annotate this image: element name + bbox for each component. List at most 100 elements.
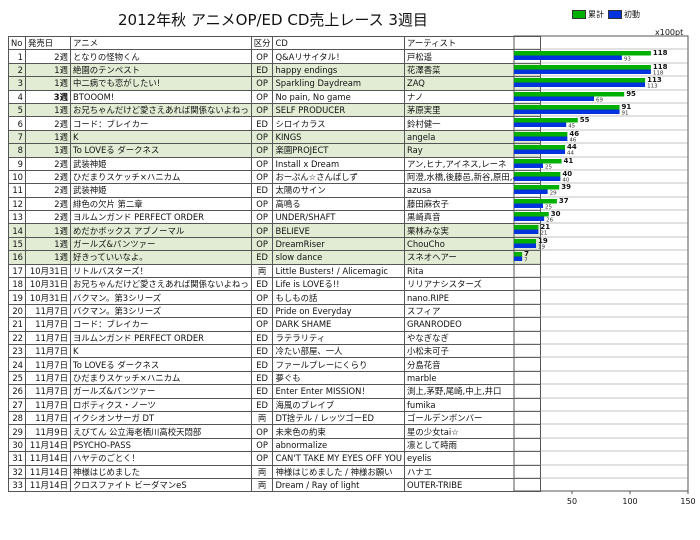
- bar-week: [514, 189, 548, 194]
- row-date: 1週: [25, 76, 71, 91]
- bar-total: [514, 252, 523, 257]
- bar-week-label: 93: [624, 57, 631, 63]
- header-type: 区分: [250, 35, 274, 51]
- row-date: 1週: [25, 129, 71, 145]
- table-row: 16 1週 好きっていいなよ。 ED slow dance スネオヘアー: [8, 250, 541, 265]
- bar-week: [514, 109, 620, 114]
- row-no: 5: [8, 102, 26, 118]
- bar-week-label: 69: [596, 98, 603, 104]
- table-row: 22 11月7日 ヨルムンガンド PERFECT ORDER ED ラテラリティ やなぎな…: [8, 330, 541, 345]
- bar-total-label: 7: [524, 250, 529, 258]
- row-no: 4: [8, 89, 26, 104]
- table-row: 3 1週 中二病でも恋がしたい! OP Sparkling Daydream ZAQ: [8, 76, 541, 91]
- row-type: ED: [250, 62, 274, 78]
- bar-total-label: 91: [622, 103, 632, 111]
- bar-total: [514, 92, 625, 97]
- table-row: 25 11月7日 ひだまりスケッチ×ハニカム ED 夢ぐも marble: [8, 370, 541, 386]
- bar-total: [514, 78, 646, 83]
- row-artist: ChouCho: [403, 236, 541, 252]
- row-cd: 楽園PROJECT: [272, 143, 405, 158]
- row-anime: クロスファイト ビーダマンeS: [70, 477, 252, 493]
- table-row: 1 2週 となりの怪物くん OP Q&Aリサイタル！ 戸松遥: [8, 49, 541, 64]
- bar-week-label: 25: [545, 205, 552, 211]
- bar-week-label: 91: [622, 111, 629, 117]
- table-row: 29 11月9日 えびてん 公立海老栖川高校天悶部 OP 未来色の約束 星の少女tai☆: [8, 424, 541, 439]
- bar-week: [514, 82, 646, 87]
- legend-total: 累計: [572, 9, 604, 20]
- bar-week-label: 25: [545, 165, 552, 171]
- row-no: 2: [8, 62, 26, 78]
- bar-total: [514, 212, 549, 217]
- table-row: 13 2週 ヨルムンガンド PERFECT ORDER OP UNDER/SHAFT 黒崎…: [8, 210, 541, 225]
- row-no: 7: [8, 129, 26, 145]
- bar-total-label: 55: [580, 116, 590, 124]
- table-row: 31 11月14日 ハヤテのごとく！ OP CAN'T TAKE MY EYES OFF…: [8, 451, 541, 466]
- bar-week: [514, 256, 523, 261]
- row-anime: お兄ちゃんだけど愛さえあれば関係ないよねっ: [70, 102, 252, 118]
- bar-total-label: 118: [653, 49, 668, 57]
- bar-total: [514, 239, 537, 244]
- bar-week: [514, 149, 566, 154]
- table-row: 23 11月7日 K ED 冷たい部屋、一人 小松未可子: [8, 343, 541, 359]
- table-row: 8 1週 To LOVEる ダークネス OP 楽園PROJECT Ray: [8, 143, 541, 158]
- row-date: 1週: [25, 223, 71, 238]
- row-artist: ナノ: [403, 89, 541, 104]
- table-row: 17 10月31日 リトルバスターズ！両 Little Busters! / Alic…: [8, 263, 541, 279]
- row-artist: スネオヘアー: [403, 250, 541, 265]
- row-cd: KINGS: [272, 129, 405, 145]
- row-date: 3週: [25, 89, 71, 104]
- table-row: 4 3週 BTOOOM! OP No pain, No game ナノ: [8, 89, 541, 104]
- bar-total-label: 41: [564, 157, 574, 165]
- bar-total-label: 30: [551, 210, 561, 218]
- row-type: OP: [250, 236, 274, 252]
- legend-total-label: 累計: [588, 10, 604, 19]
- bar-week-label: 7: [524, 258, 528, 264]
- ranking-table: No 発売日 アニメ 区分 CD アーティスト 1 2週 となりの怪物くん OP Q&A…: [8, 35, 541, 493]
- bar-total-label: 44: [567, 143, 577, 151]
- bar-week: [514, 203, 543, 208]
- bar-week: [514, 122, 567, 127]
- bar-week: [514, 69, 651, 74]
- bar-week-label: 45: [568, 124, 575, 130]
- table-row: 15 1週 ガールズ&パンツァー OP DreamRiser ChouCho: [8, 236, 541, 252]
- page-title: 2012年秋 アニメOP/ED CD売上レース 3週目: [118, 11, 428, 29]
- table-row: 33 11月14日 クロスファイト ビーダマンeS 両 Dream / Ray of l…: [8, 477, 541, 493]
- bar-total-label: 37: [559, 197, 569, 205]
- bar-total: [514, 51, 651, 56]
- bar-total: [514, 145, 566, 150]
- row-type: OP: [250, 223, 274, 238]
- bar-total: [514, 225, 539, 230]
- table-row: 19 10月31日 バクマン。第3シリーズ OP もしもの話 nano.RIPE: [8, 290, 541, 305]
- bar-week: [514, 163, 543, 168]
- bar-total: [514, 132, 568, 137]
- row-no: 15: [8, 236, 26, 252]
- bar-total-label: 39: [561, 183, 571, 191]
- table-row: 24 11月7日 To LOVEる ダークネス ED ファールプレーにくらり 分島花音: [8, 357, 541, 372]
- bar-week-label: 113: [647, 84, 658, 90]
- table-row: 26 11月7日 ガールズ&パンツァー ED Enter Enter MISSION！渕…: [8, 384, 541, 399]
- row-date: 1週: [25, 102, 71, 118]
- bar-week: [514, 243, 537, 248]
- legend-total-swatch: [572, 10, 586, 19]
- row-cd: Dream / Ray of light: [272, 477, 405, 493]
- table-row: 5 1週 お兄ちゃんだけど愛さえあれば関係ないよねっ OP SELF PRODUCER 茅…: [8, 102, 541, 118]
- row-cd: SELF PRODUCER: [272, 102, 405, 118]
- bar-total: [514, 185, 560, 190]
- bar-total-label: 118: [653, 63, 668, 71]
- bar-week: [514, 55, 622, 60]
- row-date: 1週: [25, 62, 71, 78]
- x-tick-label: 150: [680, 497, 695, 506]
- table-row: 12 2週 緋色の欠片 第二章 OP 高鳴る 藤田麻衣子: [8, 196, 541, 212]
- x-tick-label: 100: [622, 497, 637, 506]
- row-cd: happy endings: [272, 62, 405, 78]
- bar-total-label: 21: [540, 223, 550, 231]
- plot-frame: [513, 35, 689, 492]
- header-anime: アニメ: [70, 35, 252, 51]
- bar-week-label: 46: [569, 138, 576, 144]
- row-type: OP: [250, 143, 274, 158]
- table-row: 27 11月7日 ロボティクス・ノーツ ED 海風のブレイブ fumika: [8, 397, 541, 412]
- row-anime: ガールズ&パンツァー: [70, 236, 252, 252]
- bar-total: [514, 172, 561, 177]
- row-anime: 中二病でも恋がしたい!: [70, 76, 252, 91]
